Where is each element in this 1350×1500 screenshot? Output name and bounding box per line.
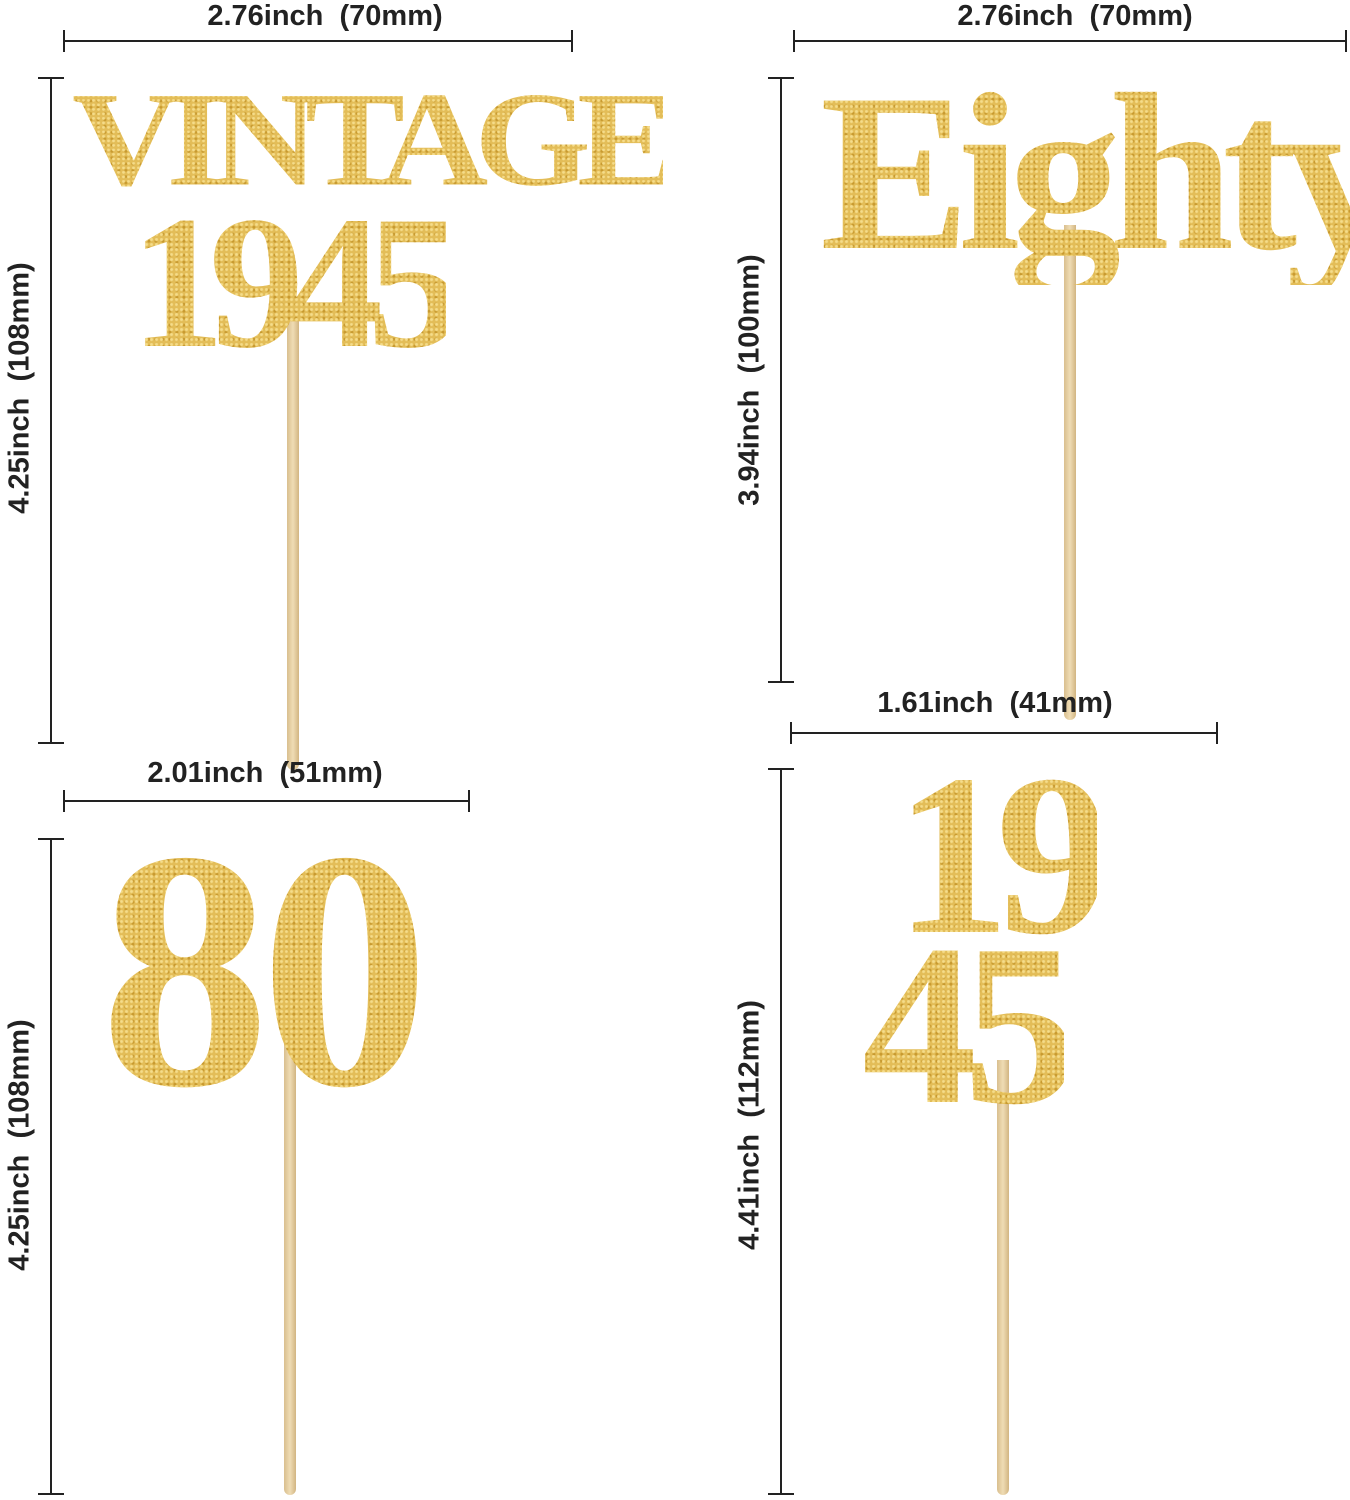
height-dimension-line: [768, 768, 794, 1495]
height-dimension-line: [768, 77, 794, 683]
width-dimension-line: [63, 790, 470, 812]
height-dimension-line: [38, 77, 64, 744]
height-dimension-line: [38, 838, 64, 1495]
width-label: 2.76inch (70mm): [207, 0, 443, 32]
width-label: 2.01inch (51mm): [147, 757, 383, 789]
height-label: 4.25inch (108mm): [3, 1019, 36, 1271]
width-label: 1.61inch (41mm): [877, 687, 1113, 719]
height-label: 4.25inch (108mm): [3, 262, 36, 514]
wooden-stick: [997, 1060, 1009, 1495]
width-dimension-line: [793, 30, 1347, 52]
topper-text-eighty: Eighty: [820, 60, 1350, 285]
width-label: 2.76inch (70mm): [957, 0, 1193, 32]
height-label: 4.41inch (112mm): [733, 1000, 766, 1250]
width-dimension-line: [790, 722, 1218, 744]
topper-text-year: 1945: [130, 178, 446, 388]
topper-text-80: 80: [100, 781, 420, 1158]
topper-text-vintage: VINTAGE: [72, 64, 663, 215]
wooden-stick: [284, 1040, 296, 1495]
height-label: 3.94inch (100mm): [733, 254, 766, 506]
width-dimension-line: [63, 30, 573, 52]
topper-text-45: 45: [862, 897, 1064, 1152]
wooden-stick: [1064, 225, 1076, 720]
wooden-stick: [287, 300, 299, 770]
